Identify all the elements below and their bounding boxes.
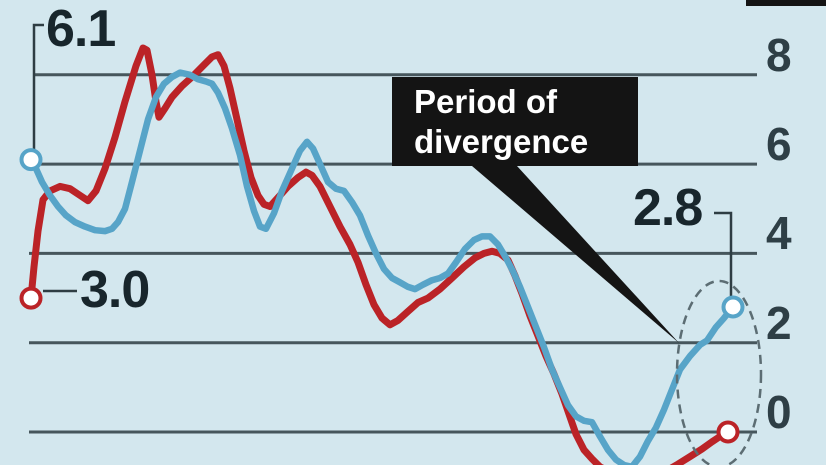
- y-tick-label-6: 6: [766, 118, 792, 171]
- callout-text-line2: divergence: [414, 123, 589, 160]
- blue-end-callout-line: [714, 211, 733, 299]
- period-of-divergence-callout: Period of divergence: [392, 77, 638, 166]
- y-tick-label-8: 8: [766, 28, 792, 81]
- red-line: [27, 44, 732, 465]
- red-line-end-marker: [716, 420, 740, 444]
- y-tick-label-2: 2: [766, 296, 792, 349]
- blue-line: [27, 69, 737, 465]
- callout-text-line1: Period of: [414, 83, 558, 120]
- blue-line-end-marker: [721, 295, 745, 319]
- y-tick-label-0: 0: [766, 386, 792, 438]
- blue-line-start-marker: [19, 148, 43, 172]
- divergence-ellipse: [675, 279, 763, 465]
- top-edge-fragment: [746, 0, 826, 6]
- blue-start-callout-line: [32, 23, 44, 150]
- callout-arrow: [472, 166, 679, 343]
- red-line-start-marker: [19, 286, 43, 310]
- blue-start-value-label: 6.1: [46, 0, 116, 58]
- y-tick-label-4: 4: [766, 207, 792, 260]
- red-start-value-label: 3.0: [80, 261, 150, 319]
- blue-end-value-label: 2.8: [633, 179, 703, 237]
